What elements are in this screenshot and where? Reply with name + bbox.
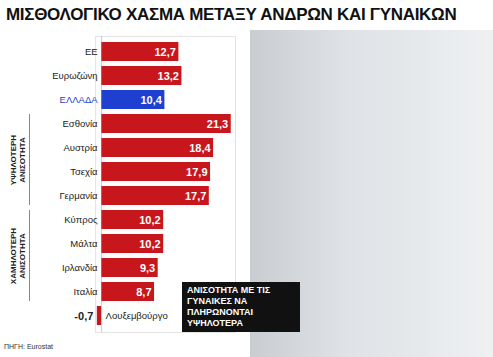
svg-text:13,2: 13,2 bbox=[158, 70, 179, 82]
svg-text:Εσθονία: Εσθονία bbox=[62, 118, 98, 129]
svg-text:10,2: 10,2 bbox=[139, 238, 160, 250]
svg-text:10,4: 10,4 bbox=[140, 94, 162, 106]
html-text:ΑΝΙΣΟΤΗΤΑ ΜΕ ΤΙΣ ΓΥΝΑΙΚΕΣ ΝΑ Π: ΑΝΙΣΟΤΗΤΑ ΜΕ ΤΙΣ ΓΥΝΑΙΚΕΣ ΝΑ ΠΛΗΡΩΝΟΝΤΑΙ… bbox=[187, 285, 271, 328]
html-text:ΜΙΣΘΟΛΟΓΙΚΟ ΧΑΣΜΑ ΜΕΤΑΞΥ ΑΝΔΡΩ: ΜΙΣΘΟΛΟΓΙΚΟ ΧΑΣΜΑ ΜΕΤΑΞΥ ΑΝΔΡΩΝ ΚΑΙ ΓΥΝΑ… bbox=[6, 5, 457, 24]
svg-text:Γερμανία: Γερμανία bbox=[59, 190, 98, 201]
svg-text:Κύπρος: Κύπρος bbox=[64, 214, 98, 225]
svg-text:-0,7: -0,7 bbox=[74, 310, 93, 322]
svg-text:21,3: 21,3 bbox=[207, 118, 228, 130]
svg-text:17,7: 17,7 bbox=[185, 190, 206, 202]
svg-text:Τσεχία: Τσεχία bbox=[70, 166, 98, 177]
svg-text:18,4: 18,4 bbox=[189, 142, 211, 154]
html-text:ΧΑΜΗΛΟΤΕΡΗ ΑΝΙΣΟΤΗΤΑ: ΧΑΜΗΛΟΤΕΡΗ ΑΝΙΣΟΤΗΤΑ bbox=[8, 227, 26, 284]
svg-text:Μάλτα: Μάλτα bbox=[70, 238, 98, 249]
svg-text:Αυστρία: Αυστρία bbox=[63, 142, 98, 153]
svg-text:Λουξεμβούργο: Λουξεμβούργο bbox=[106, 310, 168, 321]
svg-text:10,2: 10,2 bbox=[139, 214, 160, 226]
svg-text:12,7: 12,7 bbox=[154, 46, 175, 58]
svg-text:ΕΕ: ΕΕ bbox=[85, 46, 98, 57]
svg-text:ΕΛΛΑΔΑ: ΕΛΛΑΔΑ bbox=[60, 94, 99, 105]
svg-text:Ιρλανδία: Ιρλανδία bbox=[62, 262, 98, 273]
html-text:ΠΗΓΗ: Eurostat: ΠΗΓΗ: Eurostat bbox=[4, 343, 53, 350]
svg-text:Ευρωζώνη: Ευρωζώνη bbox=[52, 70, 97, 81]
html-text:ΥΨΗΛΟΤΕΡΗ ΑΝΙΣΟΤΗΤΑ: ΥΨΗΛΟΤΕΡΗ ΑΝΙΣΟΤΗΤΑ bbox=[8, 134, 26, 185]
svg-text:Ιταλία: Ιταλία bbox=[73, 286, 98, 297]
svg-text:9,3: 9,3 bbox=[140, 262, 155, 274]
svg-text:8,7: 8,7 bbox=[136, 286, 151, 298]
svg-text:17,9: 17,9 bbox=[186, 166, 207, 178]
